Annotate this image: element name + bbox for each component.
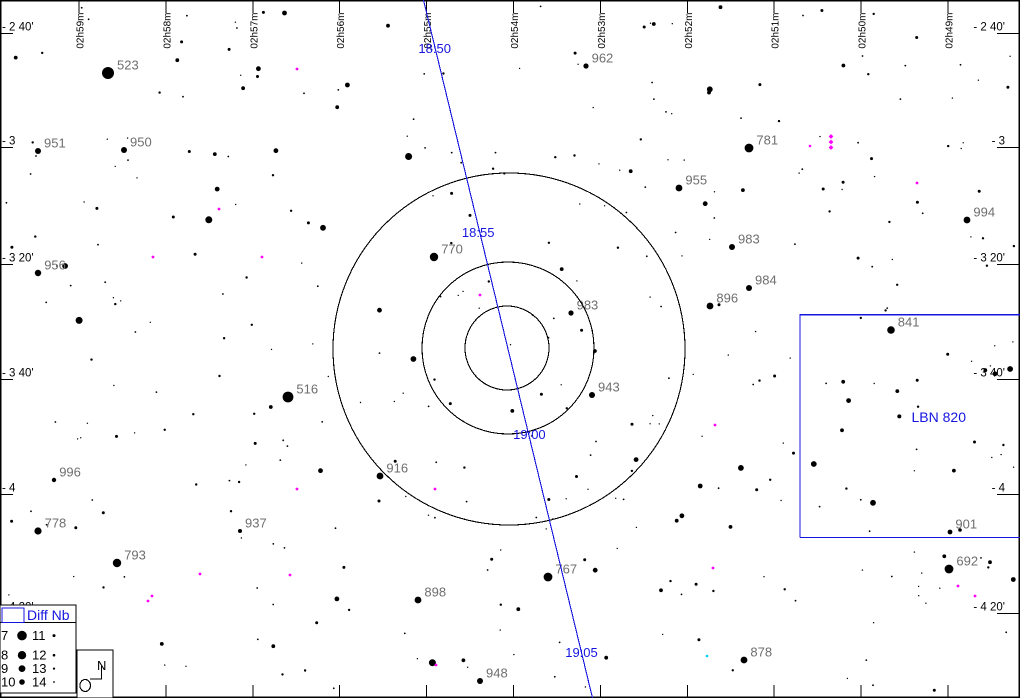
svg-text:692: 692 xyxy=(956,554,978,569)
svg-text:02h59m: 02h59m xyxy=(76,13,87,49)
svg-text:896: 896 xyxy=(716,291,738,306)
svg-text:962: 962 xyxy=(592,51,614,66)
svg-text:778: 778 xyxy=(45,516,67,531)
svg-text:19:05: 19:05 xyxy=(565,645,598,660)
svg-text:19:00: 19:00 xyxy=(513,427,546,442)
svg-text:770: 770 xyxy=(441,242,463,257)
svg-text:- 3: - 3 xyxy=(992,136,1005,148)
svg-text:955: 955 xyxy=(685,173,707,188)
svg-text:996: 996 xyxy=(59,465,81,480)
svg-text:10: 10 xyxy=(1,675,15,690)
svg-text:- 3 20': - 3 20' xyxy=(2,253,34,265)
svg-text:02h58m: 02h58m xyxy=(162,13,173,49)
svg-text:- 3: - 3 xyxy=(2,136,15,148)
svg-text:18:55: 18:55 xyxy=(462,225,495,240)
svg-text:951: 951 xyxy=(44,136,66,151)
svg-text:937: 937 xyxy=(245,516,267,531)
svg-text:02h52m: 02h52m xyxy=(684,13,695,49)
svg-text:- 4 20': - 4 20' xyxy=(973,602,1005,614)
svg-text:898: 898 xyxy=(424,585,446,600)
svg-text:02h54m: 02h54m xyxy=(510,13,521,49)
svg-text:- 4: - 4 xyxy=(992,483,1006,495)
svg-text:- 2 40': - 2 40' xyxy=(2,22,34,34)
svg-text:878: 878 xyxy=(750,645,772,660)
svg-text:767: 767 xyxy=(555,562,577,577)
svg-text:11: 11 xyxy=(32,628,46,643)
svg-text:02h57m: 02h57m xyxy=(249,13,260,49)
svg-text:956: 956 xyxy=(44,258,66,273)
svg-text:18:50: 18:50 xyxy=(418,41,451,56)
svg-text:- 3 40': - 3 40' xyxy=(2,368,34,380)
svg-text:994: 994 xyxy=(973,205,995,220)
svg-text:916: 916 xyxy=(386,461,408,476)
svg-text:Diff Nb: Diff Nb xyxy=(27,607,70,623)
svg-text:781: 781 xyxy=(756,133,778,148)
svg-text:02h56m: 02h56m xyxy=(336,13,347,49)
svg-text:793: 793 xyxy=(124,548,146,563)
svg-text:14: 14 xyxy=(32,675,46,690)
svg-text:- 3 20': - 3 20' xyxy=(973,253,1005,265)
svg-text:02h53m: 02h53m xyxy=(597,13,608,49)
svg-text:943: 943 xyxy=(598,380,620,395)
svg-text:02h49m: 02h49m xyxy=(945,13,956,49)
svg-text:- 4: - 4 xyxy=(2,483,16,495)
svg-text:7: 7 xyxy=(1,628,8,643)
svg-text:950: 950 xyxy=(130,135,152,150)
svg-text:901: 901 xyxy=(955,517,977,532)
svg-text:02h51m: 02h51m xyxy=(771,13,782,49)
svg-text:983: 983 xyxy=(738,232,760,247)
svg-text:984: 984 xyxy=(755,273,777,288)
svg-text:841: 841 xyxy=(898,315,920,330)
svg-text:523: 523 xyxy=(117,58,139,73)
svg-text:- 2 40': - 2 40' xyxy=(973,22,1005,34)
svg-text:983: 983 xyxy=(577,298,599,313)
svg-text:- 3 40': - 3 40' xyxy=(973,368,1005,380)
svg-text:948: 948 xyxy=(486,666,508,681)
svg-text:516: 516 xyxy=(296,382,318,397)
svg-text:LBN 820: LBN 820 xyxy=(912,409,967,425)
svg-text:02h50m: 02h50m xyxy=(858,13,869,49)
